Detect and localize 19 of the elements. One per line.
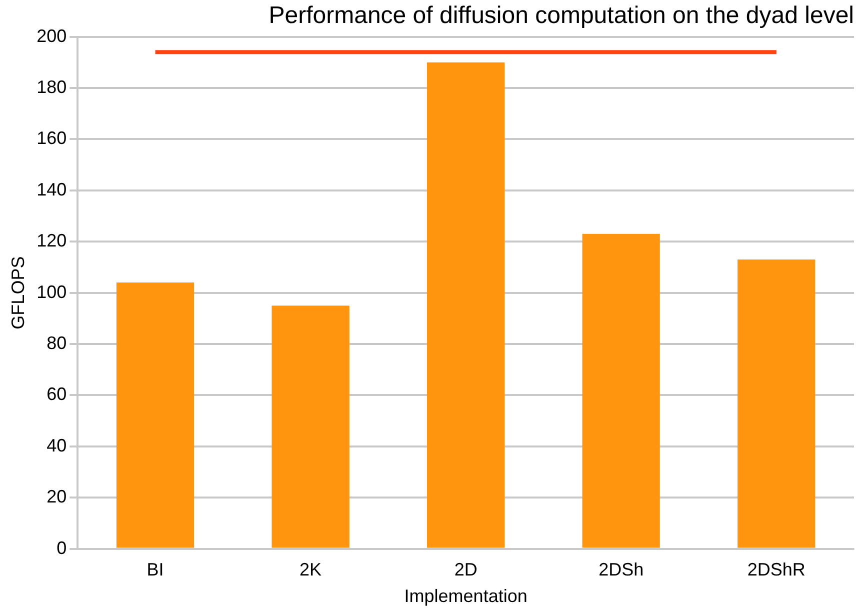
x-axis-title: Implementation xyxy=(404,586,528,606)
y-tick-label: 120 xyxy=(36,230,67,251)
y-tick-label: 100 xyxy=(36,282,67,302)
y-tick-label: 160 xyxy=(36,128,67,148)
y-tick-label: 60 xyxy=(46,384,67,404)
x-tick-label: BI xyxy=(146,560,164,580)
y-tick-label: 40 xyxy=(46,435,67,456)
chart-title: Performance of diffusion computation on the dyad level xyxy=(268,2,854,30)
x-tick-label: 2K xyxy=(300,560,322,580)
y-tick-label: 0 xyxy=(56,538,67,558)
y-tick-label: 200 xyxy=(36,26,67,46)
y-tick-label: 20 xyxy=(46,486,67,507)
y-tick-label: 180 xyxy=(36,76,67,97)
x-tick-label: 2DSh xyxy=(598,560,644,580)
y-tick-label: 140 xyxy=(36,179,67,200)
x-tick-label: 2D xyxy=(454,560,478,580)
x-tick-label: 2DShR xyxy=(747,560,806,580)
y-axis-title: GFLOPS xyxy=(8,256,28,330)
y-tick-label: 80 xyxy=(46,332,67,353)
